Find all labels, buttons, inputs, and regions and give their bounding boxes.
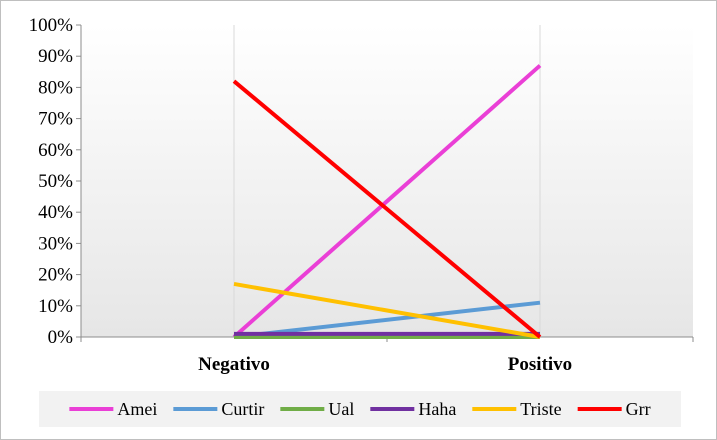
series-line-triste: [233, 281, 541, 339]
y-tick-label: 100%: [29, 15, 74, 36]
legend-label-grr: Grr: [626, 399, 651, 419]
legend-label-curtir: Curtir: [221, 399, 264, 419]
legend-label-ual: Ual: [328, 399, 354, 419]
x-category-label-positivo: Positivo: [508, 354, 572, 375]
legend-box: [39, 391, 681, 427]
legend-label-haha: Haha: [418, 399, 456, 419]
y-tick-label: 70%: [38, 109, 73, 130]
y-tick-label: 80%: [38, 77, 73, 98]
y-tick-label: 40%: [38, 202, 73, 223]
legend-label-amei: Amei: [117, 399, 157, 419]
y-tick-label: 50%: [38, 171, 73, 192]
y-tick-label: 20%: [38, 265, 73, 286]
y-tick-label: 10%: [38, 296, 73, 317]
series-line-grr: [232, 79, 542, 339]
y-tick-label: 30%: [38, 233, 73, 254]
y-tick-label: 90%: [38, 46, 73, 67]
plot-area: [81, 25, 693, 337]
series-line-curtir: [233, 300, 541, 339]
x-category-label-negativo: Negativo: [198, 354, 270, 375]
y-tick-label: 60%: [38, 140, 73, 161]
y-tick-label: 0%: [48, 327, 74, 348]
legend-label-triste: Triste: [520, 399, 561, 419]
